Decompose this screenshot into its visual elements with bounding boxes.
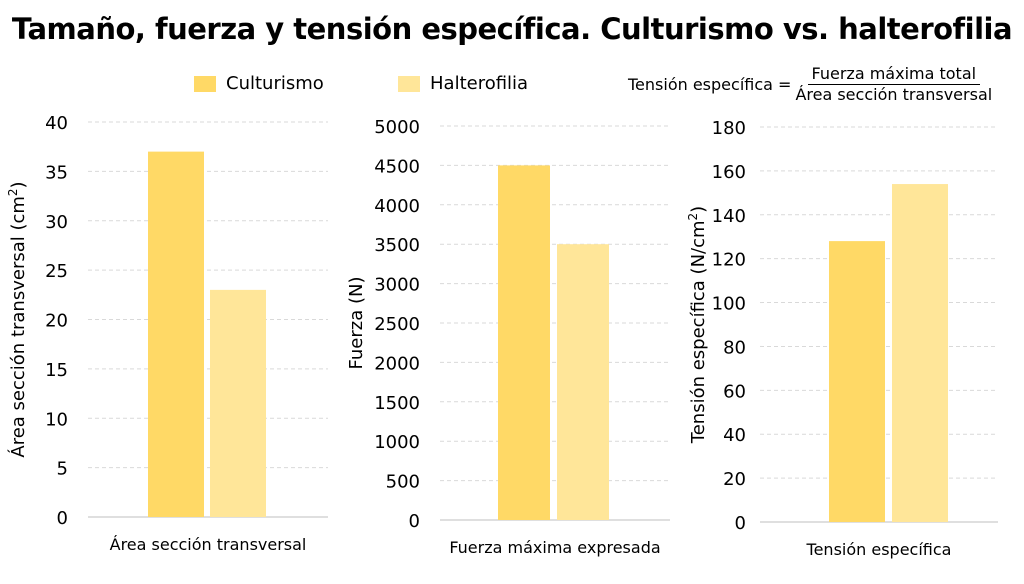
y-tick-label: 60 xyxy=(723,381,746,402)
legend-swatch xyxy=(398,75,420,92)
y-tick-label: 100 xyxy=(712,294,746,315)
bar-culturismo xyxy=(498,165,550,520)
legend-label: Culturismo xyxy=(226,73,324,94)
bar-halterofilia xyxy=(892,184,948,523)
legend-label: Halterofilia xyxy=(430,73,529,94)
y-tick-label: 40 xyxy=(45,113,68,134)
y-tick-label: 2500 xyxy=(374,314,420,335)
y-tick-label: 4500 xyxy=(374,156,420,177)
bar-halterofilia xyxy=(210,289,266,517)
y-tick-label: 15 xyxy=(45,360,68,381)
x-category-label: Fuerza máxima expresada xyxy=(449,538,660,557)
x-category-label: Tensión específica xyxy=(806,540,952,559)
y-axis-title: Tensión específica (N/cm2) xyxy=(686,206,709,444)
y-tick-label: 0 xyxy=(735,513,746,534)
y-tick-label: 5 xyxy=(57,459,68,480)
y-tick-label: 180 xyxy=(712,118,746,139)
y-tick-label: 35 xyxy=(45,162,68,183)
y-tick-label: 3000 xyxy=(374,275,420,296)
y-tick-label: 20 xyxy=(45,311,68,332)
bar-culturismo xyxy=(148,151,204,517)
y-tick-label: 120 xyxy=(712,250,746,271)
y-tick-label: 140 xyxy=(712,206,746,227)
y-tick-label: 2000 xyxy=(374,353,420,374)
formula-lhs: Tensión específica = xyxy=(628,74,792,94)
formula-denominator: Área sección transversal xyxy=(795,85,993,104)
y-tick-label: 4000 xyxy=(374,196,420,217)
y-tick-label: 1000 xyxy=(374,432,420,453)
y-tick-label: 40 xyxy=(723,425,746,446)
y-tick-label: 5000 xyxy=(374,117,420,138)
legend-item-halterofilia: Halterofilia xyxy=(398,73,528,94)
y-tick-label: 10 xyxy=(45,409,68,430)
y-tick-label: 80 xyxy=(723,337,746,358)
y-tick-label: 20 xyxy=(723,469,746,490)
y-tick-label: 1500 xyxy=(374,393,420,414)
y-tick-label: 3500 xyxy=(374,235,420,256)
legend-item-culturismo: Culturismo xyxy=(194,73,324,94)
y-tick-label: 25 xyxy=(45,261,68,282)
bar-halterofilia xyxy=(557,244,609,520)
y-tick-label: 0 xyxy=(409,511,420,532)
formula-numerator: Fuerza máxima total xyxy=(807,64,981,85)
bar-culturismo xyxy=(829,241,885,522)
x-category-label: Área sección transversal xyxy=(110,535,307,554)
formula: Tensión específica = Fuerza máxima total… xyxy=(628,64,992,104)
y-tick-label: 160 xyxy=(712,162,746,183)
legend-swatch xyxy=(194,75,216,92)
chart-title: Tamaño, fuerza y tensión específica. Cul… xyxy=(11,12,1013,46)
y-axis-title: Fuerza (N) xyxy=(346,277,367,370)
y-tick-label: 0 xyxy=(57,508,68,529)
y-tick-label: 30 xyxy=(45,212,68,233)
y-tick-label: 500 xyxy=(386,472,420,493)
y-axis-title: Área sección transversal (cm2) xyxy=(6,181,29,457)
